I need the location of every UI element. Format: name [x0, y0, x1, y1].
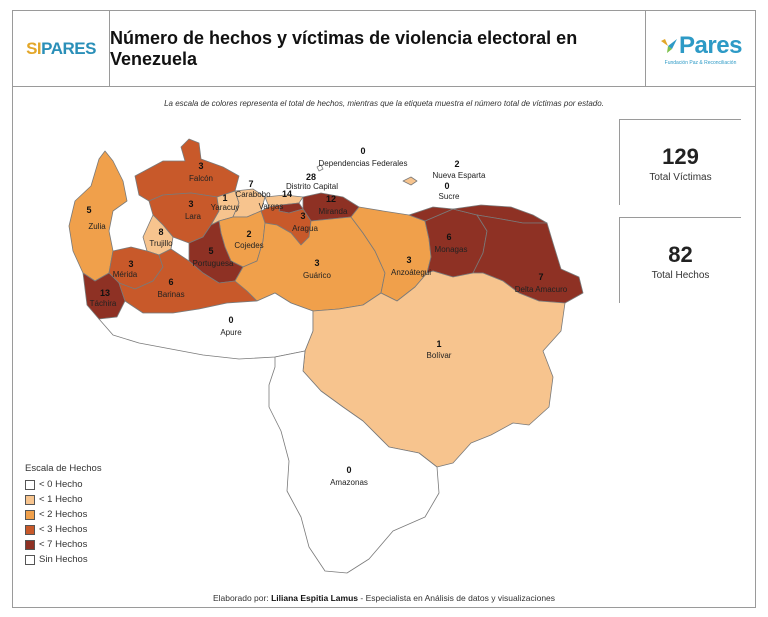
state-name-label: Delta Amacuro [515, 285, 568, 294]
state-name-label: Portuguesa [193, 259, 234, 268]
state-name-label: Cojedes [234, 241, 263, 250]
header: SIPARES Número de hechos y víctimas de v… [13, 11, 755, 87]
state-name-label: Anzoátegui [391, 268, 431, 277]
state-name-label: Carabobo [235, 190, 271, 199]
kpi-total-victimas: 129 Total Víctimas [619, 119, 741, 205]
state-name-label: Nueva Esparta [433, 171, 486, 180]
state-victims-label: 2 [246, 229, 251, 239]
footer-credit: Elaborado por: Liliana Espitia Lamus - E… [13, 593, 755, 603]
state-victims-label: 3 [198, 161, 203, 171]
legend-swatch [25, 509, 35, 520]
state-apure[interactable] [98, 292, 314, 360]
legend-swatch [25, 554, 35, 565]
state-name-label: Dependencias Federales [319, 159, 408, 168]
state-name-label: Trujillo [149, 239, 173, 248]
page-title: Número de hechos y víctimas de violencia… [110, 28, 578, 69]
state-amazonas[interactable] [268, 350, 440, 574]
state-name-label: Zulia [88, 222, 106, 231]
state-victims-label: 5 [86, 205, 91, 215]
state-nueva-esparta[interactable] [402, 176, 418, 186]
legend-label: < 1 Hecho [39, 494, 83, 505]
pares-logo: Pares Fundación Paz & Reconciliación [645, 11, 755, 87]
state-dependencias-federales[interactable] [316, 164, 324, 172]
state-victims-label: 1 [222, 193, 227, 203]
state-name-label: Yaracuy [211, 203, 240, 212]
state-victims-label: 1 [436, 339, 441, 349]
kpi-victimas-value: 129 [662, 144, 699, 169]
legend-label: < 3 Hechos [39, 524, 88, 535]
footer-suffix: - Especialista en Análisis de datos y vi… [360, 593, 556, 603]
state-victims-label: 7 [538, 272, 543, 282]
state-victims-label: 2 [454, 159, 459, 169]
legend-item[interactable]: < 2 Hechos [25, 507, 102, 522]
kpi-hechos-label: Total Hechos [651, 270, 710, 281]
state-name-label: Falcón [189, 174, 213, 183]
legend-label: < 0 Hecho [39, 479, 83, 490]
logo-text-pares: PARES [41, 39, 96, 58]
footer-author: Liliana Espitia Lamus [271, 593, 358, 603]
state-victims-label: 7 [248, 179, 253, 189]
state-name-label: Aragua [292, 224, 318, 233]
legend-swatch [25, 494, 35, 505]
state-name-label: Distrito Capital [286, 182, 338, 191]
dashboard-frame: SIPARES Número de hechos y víctimas de v… [12, 10, 756, 608]
legend-label: < 7 Hechos [39, 539, 88, 550]
legend-item[interactable]: < 0 Hecho [25, 477, 102, 492]
logo-text-si: SI [26, 39, 42, 58]
map-subtitle: La escala de colores representa el total… [164, 99, 604, 108]
state-victims-label: 12 [326, 194, 336, 204]
legend-item[interactable]: < 7 Hechos [25, 537, 102, 552]
state-name-label: Mérida [113, 270, 138, 279]
state-zulia[interactable] [68, 150, 128, 282]
legend-label: Sin Hechos [39, 554, 88, 565]
bird-icon [661, 39, 678, 53]
legend: Escala de Hechos < 0 Hecho < 1 Hecho < 2… [25, 463, 102, 567]
state-victims-label: 3 [188, 199, 193, 209]
state-victims-label: 3 [314, 258, 319, 268]
state-victims-label: 3 [300, 211, 305, 221]
state-name-label: Amazonas [330, 478, 368, 487]
state-name-label: Apure [220, 328, 242, 337]
state-victims-label: 3 [406, 255, 411, 265]
legend-item[interactable]: < 1 Hecho [25, 492, 102, 507]
legend-swatch [25, 479, 35, 490]
state-name-label: Sucre [439, 192, 460, 201]
state-victims-label: 0 [360, 146, 365, 156]
sipares-logo: SIPARES [13, 11, 110, 87]
footer-prefix: Elaborado por: [212, 593, 269, 603]
state-name-label: Guárico [303, 271, 332, 280]
state-name-label: Monagas [435, 245, 468, 254]
kpi-hechos-value: 82 [668, 242, 693, 267]
state-name-label: Miranda [319, 207, 348, 216]
state-victims-label: 0 [346, 465, 351, 475]
state-victims-label: 28 [306, 172, 316, 182]
pares-logo-word: Pares [679, 32, 742, 59]
state-victims-label: 14 [282, 189, 292, 199]
state-falcon[interactable] [134, 138, 240, 202]
state-name-label: Bolívar [427, 351, 452, 360]
state-name-label: Táchira [90, 299, 117, 308]
state-victims-label: 6 [168, 277, 173, 287]
legend-item[interactable]: Sin Hechos [25, 552, 102, 567]
state-victims-label: 6 [446, 232, 451, 242]
state-victims-label: 5 [208, 246, 213, 256]
state-name-label: Barinas [157, 290, 184, 299]
kpi-victimas-label: Total Víctimas [649, 172, 712, 183]
state-victims-label: 8 [158, 227, 163, 237]
legend-swatch [25, 539, 35, 550]
state-victims-label: 13 [100, 288, 110, 298]
legend-swatch [25, 524, 35, 535]
legend-item[interactable]: < 3 Hechos [25, 522, 102, 537]
state-victims-label: 0 [228, 315, 233, 325]
state-name-label: Lara [185, 212, 202, 221]
state-victims-label: 3 [128, 259, 133, 269]
legend-label: < 2 Hechos [39, 509, 88, 520]
pares-logo-sub: Fundación Paz & Reconciliación [664, 60, 737, 66]
state-victims-label: 0 [444, 181, 449, 191]
legend-title: Escala de Hechos [25, 463, 102, 474]
kpi-total-hechos: 82 Total Hechos [619, 217, 741, 303]
state-name-label: Vargas [259, 202, 284, 211]
